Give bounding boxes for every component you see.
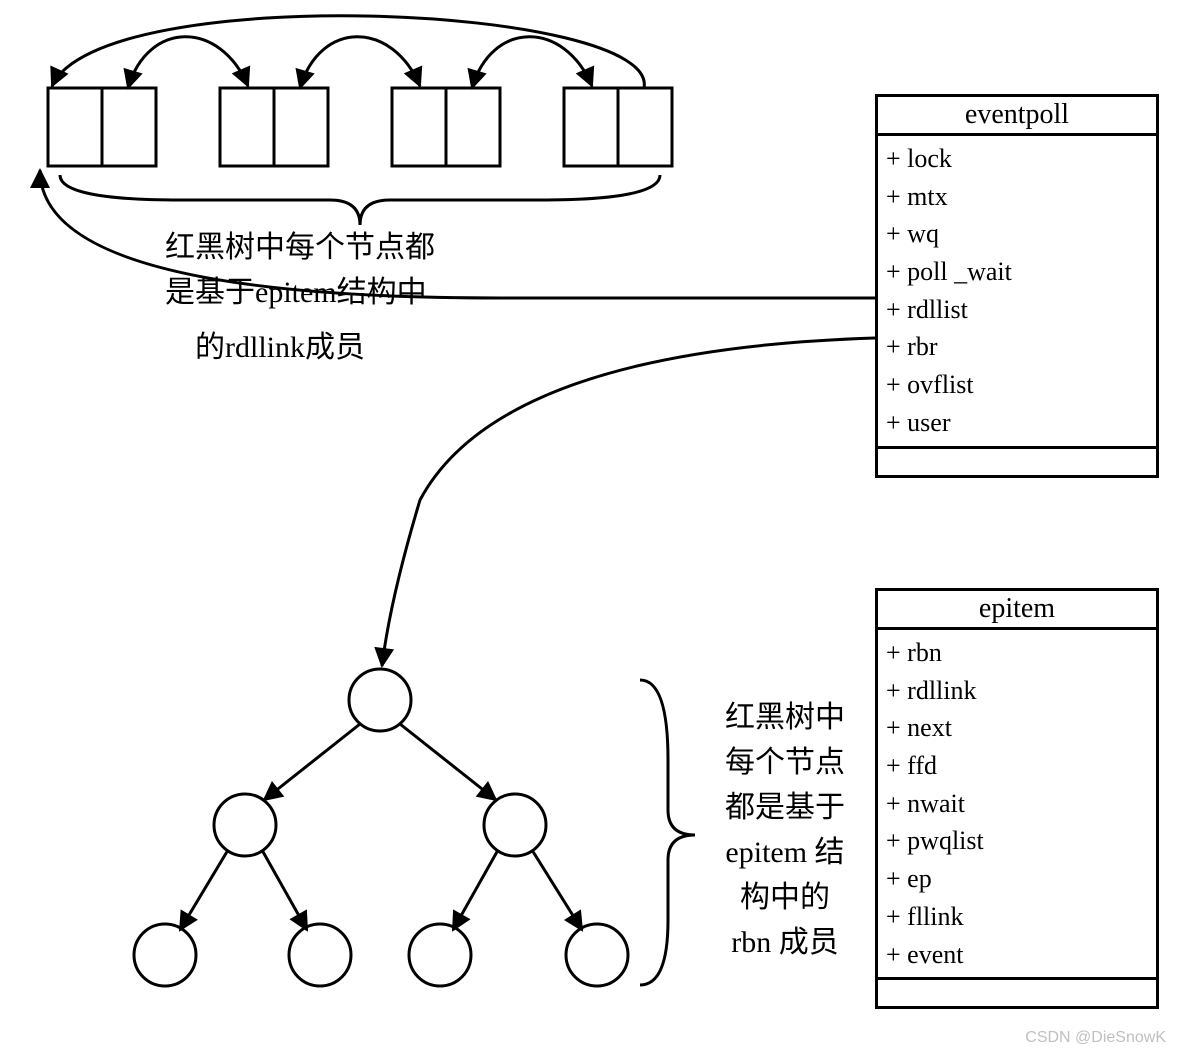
epitem-fields: + rbn + rdllink + next + ffd + nwait + p… [878, 630, 1156, 980]
eventpoll-fields: + lock + mtx + wq + poll _wait + rdllist… [878, 136, 1156, 449]
field: + ffd [886, 747, 1148, 785]
connector-rbr [382, 338, 875, 666]
epitem-footer [878, 980, 1156, 1006]
field: + rdllist [886, 291, 1148, 329]
label-tree: 红黑树中 每个节点 都是基于 epitem 结 构中的 rbn 成员 [710, 695, 860, 965]
field: + next [886, 709, 1148, 747]
eventpoll-title: eventpoll [878, 97, 1156, 136]
linked-list-arcs [52, 16, 644, 88]
field: + rbn [886, 634, 1148, 672]
field: + mtx [886, 178, 1148, 216]
field: + rdllink [886, 672, 1148, 710]
linked-list [48, 88, 672, 166]
tree [134, 669, 628, 986]
struct-eventpoll: eventpoll + lock + mtx + wq + poll _wait… [875, 94, 1159, 478]
field: + lock [886, 140, 1148, 178]
field: + wq [886, 215, 1148, 253]
field: + ep [886, 860, 1148, 898]
watermark: CSDN @DieSnowK [1025, 1029, 1166, 1047]
epitem-title: epitem [878, 591, 1156, 630]
brace-tree [640, 680, 695, 985]
label-top: 红黑树中每个节点都 是基于epitem结构中 [165, 225, 435, 315]
field: + poll _wait [886, 253, 1148, 291]
eventpoll-footer [878, 449, 1156, 475]
brace-top [60, 175, 660, 225]
field: + pwqlist [886, 822, 1148, 860]
field: + fllink [886, 898, 1148, 936]
field: + nwait [886, 785, 1148, 823]
field: + rbr [886, 328, 1148, 366]
field: + ovflist [886, 366, 1148, 404]
struct-epitem: epitem + rbn + rdllink + next + ffd + nw… [875, 588, 1159, 1009]
label-top-3: 的rdllink成员 [195, 325, 365, 370]
field: + event [886, 936, 1148, 974]
field: + user [886, 404, 1148, 442]
